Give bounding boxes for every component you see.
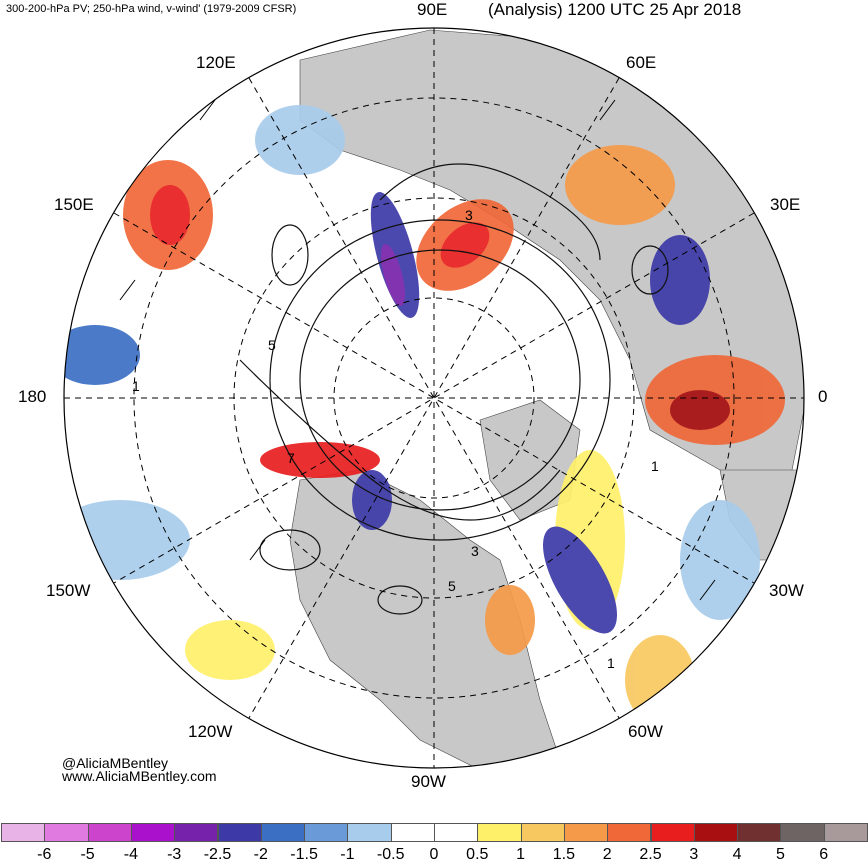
colorbar-tick-label: 2 [602,846,612,863]
lon-label-90w: 90W [411,772,446,791]
colorbar-swatch [304,823,349,842]
anomaly-orange-60e [565,145,675,225]
colorbar-swatch [520,823,565,842]
colorbar-swatch [44,823,89,842]
colorbar-tick-label: -0.5 [376,846,405,863]
colorbar-swatch [217,823,262,842]
colorbar-tick-label: 1 [516,846,526,863]
anomaly-yellow-west [185,620,275,680]
colorbar-tick-label: 1.5 [552,846,576,863]
contour-label: 5 [268,337,276,353]
lon-label-150w: 150W [46,581,91,600]
colorbar-tick-label: -6 [37,846,52,863]
colorbar-swatch [130,823,176,842]
lon-label-90e: 90E [417,0,448,19]
lon-label-180: 180 [18,387,47,406]
colorbar-swatch [87,823,132,842]
colorbar-tick-label: -4 [123,846,139,863]
lon-label-30e: 30E [770,195,801,214]
anomaly-blue-30w [543,526,617,634]
credit-website: www.AliciaMBentley.com [62,768,217,784]
contour-label: 5 [448,578,456,594]
colorbar-tick-label: -2.5 [203,846,232,863]
colorbar-tick-label: -1 [340,846,355,863]
anomaly-red-7 [260,442,380,478]
contour-label: 1 [651,458,659,474]
colorbar-tick-label: -1.5 [290,846,318,863]
lon-label-120e: 120E [196,53,236,72]
lon-label-60e: 60E [626,53,657,72]
colorbar-swatch [434,823,479,842]
colorbar-swatch [563,823,609,842]
polar-map: 1 5 7 3 5 1 1 3 [63,27,805,769]
lon-label-60w: 60W [628,722,663,741]
colorbar-swatch [260,823,306,842]
colorbar-swatch [1,823,46,842]
colorbar-tick-label: 0.5 [466,846,489,863]
colorbar-swatch [607,823,652,842]
colorbar-swatch [737,823,782,842]
colorbar-swatch [650,823,695,842]
colorbar-swatch [693,823,739,842]
map-subtitle: 300-200-hPa PV; 250-hPa wind, v-wind' (1… [6,3,297,15]
colorbar-tick-label: -5 [80,846,95,863]
colorbar-swatch [174,823,219,842]
credit-handle: @AliciaMBentley [62,755,169,771]
colorbar-swatch [823,823,868,842]
lon-label-150e: 150E [54,195,94,214]
colorbar-tick-label: 0 [429,846,439,863]
map-title: (Analysis) 1200 UTC 25 Apr 2018 [488,0,742,19]
colorbar-tick-label: -2 [253,846,268,863]
colorbar-tick-label: 4 [732,846,742,863]
lon-label-120w: 120W [188,722,233,741]
colorbar-tick-label: 6 [819,846,829,863]
lon-label-0: 0 [818,387,828,406]
contour-label: 1 [607,655,615,671]
contour-label: 7 [287,450,295,466]
contour-label: 1 [132,378,140,394]
lon-label-30w: 30W [769,581,804,600]
colorbar-swatch [347,823,392,842]
contour-label: 3 [465,207,473,223]
anomaly-blue-180 [64,325,140,385]
colorbar-tick-label: -3 [167,846,182,863]
colorbar-swatch [780,823,825,842]
colorbar-swatch [390,823,435,842]
colorbar-tick-label: 5 [775,846,785,863]
colorbar: -6 -5 -4 -3 -2.5 -2 -1.5 -1 -0.5 0 0.5 1 1.5 2 2.5 3 4 5 6 [0,823,868,865]
colorbar-tick-label: 2.5 [639,846,662,863]
colorbar-tick-label: 3 [689,846,699,863]
contour-label: 3 [471,543,479,559]
colorbar-swatch [477,823,522,842]
